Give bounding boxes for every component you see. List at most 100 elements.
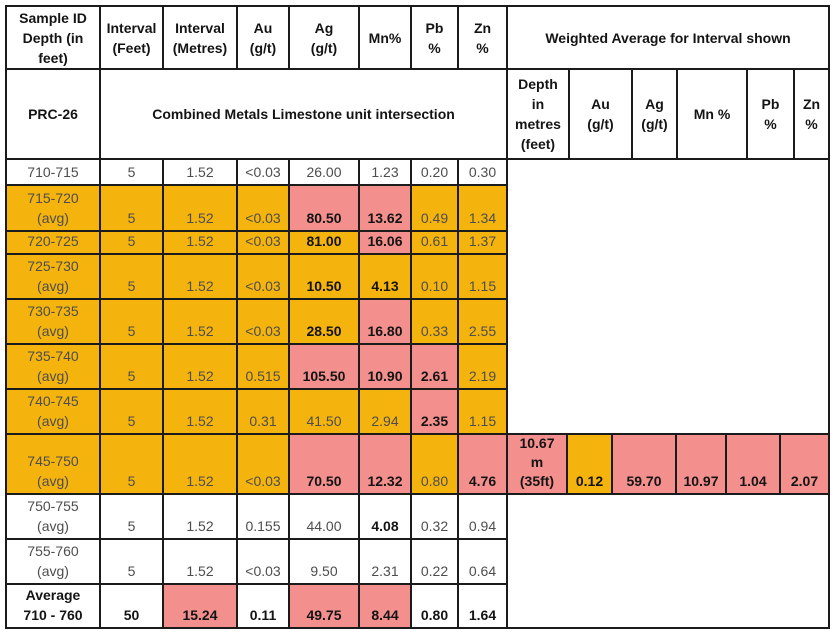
- data-cell: 5: [101, 160, 164, 186]
- data-cell: 5: [101, 232, 164, 255]
- data-cell: 1.52: [164, 495, 238, 540]
- table-row: 715-720 (avg) 5 1.52 <0.03 80.50 13.62 0.49 1.3…: [7, 186, 508, 232]
- column-header-cell: Interval (Feet): [101, 7, 164, 70]
- data-cell: 2.55: [459, 300, 508, 345]
- empty-region-top: [508, 160, 828, 186]
- weighted-header-cell: Au (g/t): [570, 70, 633, 160]
- row-label-cell: 720-725: [7, 232, 101, 255]
- data-cell: 80.50: [290, 186, 360, 232]
- row-label-cell: 725-730 (avg): [7, 255, 101, 300]
- table-row: 725-730 (avg) 5 1.52 <0.03 10.50 4.13 0.10 1.15: [7, 255, 508, 300]
- data-cell: 0.32: [412, 495, 459, 540]
- data-cell: 2.31: [360, 540, 412, 585]
- table-row: 745-750 (avg) 5 1.52 <0.03 70.50 12.32 0.80 4.7…: [7, 435, 508, 495]
- data-cell: <0.03: [238, 435, 290, 495]
- data-cell: 2.94: [360, 390, 412, 435]
- data-cell: 5: [101, 255, 164, 300]
- data-cell: 4.13: [360, 255, 412, 300]
- column-header-cell: Interval (Metres): [164, 7, 238, 70]
- row-label-cell: Average 710 - 760: [7, 585, 101, 627]
- data-cell: 1.64: [459, 585, 508, 627]
- column-header-cell: Mn%: [360, 7, 412, 70]
- empty-region-bottom: [508, 495, 828, 627]
- column-header-cell: Au (g/t): [238, 7, 290, 70]
- data-cell: 0.61: [412, 232, 459, 255]
- data-cell: 2.35: [412, 390, 459, 435]
- sample-id-cell: PRC-26: [7, 70, 101, 160]
- data-cell: 1.15: [459, 255, 508, 300]
- weighted-header-cell: Zn %: [795, 70, 828, 160]
- weighted-header-cell: Pb %: [748, 70, 795, 160]
- data-cell: 0.49: [412, 186, 459, 232]
- column-header-cell: Zn %: [459, 7, 508, 70]
- weighted-value-cell: 2.07: [781, 435, 828, 495]
- column-header-cell: Sample ID Depth (in feet): [7, 7, 101, 70]
- data-cell: 16.80: [360, 300, 412, 345]
- weighted-average-header-row: Depth in metres (feet) Au (g/t) Ag (g/t) Mn…: [508, 70, 828, 160]
- data-cell: 5: [101, 495, 164, 540]
- weighted-value-cell: 0.12: [568, 435, 613, 495]
- weighted-value-cell: 10.67 m (35ft): [508, 435, 568, 495]
- data-cell: 105.50: [290, 345, 360, 390]
- weighted-value-cell: 59.70: [613, 435, 677, 495]
- data-cell: 0.80: [412, 585, 459, 627]
- data-cell: 1.15: [459, 390, 508, 435]
- data-cell: 1.37: [459, 232, 508, 255]
- data-cell: 41.50: [290, 390, 360, 435]
- data-cell: 0.22: [412, 540, 459, 585]
- data-cell: 44.00: [290, 495, 360, 540]
- data-cell: 0.80: [412, 435, 459, 495]
- data-cell: 49.75: [290, 585, 360, 627]
- data-cell: 81.00: [290, 232, 360, 255]
- data-cell: 5: [101, 540, 164, 585]
- data-cell: 0.64: [459, 540, 508, 585]
- sample-data-pane: Sample ID Depth (in feet) Interval (Feet)…: [7, 7, 508, 627]
- data-cell: 0.155: [238, 495, 290, 540]
- data-rows: 710-715 5 1.52 <0.03 26.00 1.23 0.20 0.30 715-72…: [7, 160, 508, 627]
- data-cell: 5: [101, 186, 164, 232]
- data-cell: 9.50: [290, 540, 360, 585]
- weighted-header-cell: Mn %: [678, 70, 748, 160]
- data-cell: 1.52: [164, 390, 238, 435]
- table-row: 750-755 (avg) 5 1.52 0.155 44.00 4.08 0.32 0.94: [7, 495, 508, 540]
- data-cell: 0.20: [412, 160, 459, 186]
- table-row: 710-715 5 1.52 <0.03 26.00 1.23 0.20 0.30: [7, 160, 508, 186]
- row-label-cell: 740-745 (avg): [7, 390, 101, 435]
- data-cell: 28.50: [290, 300, 360, 345]
- data-cell: 4.08: [360, 495, 412, 540]
- data-cell: 1.34: [459, 186, 508, 232]
- data-cell: 1.52: [164, 232, 238, 255]
- data-cell: 10.50: [290, 255, 360, 300]
- row-label-cell: 745-750 (avg): [7, 435, 101, 495]
- data-cell: 0.33: [412, 300, 459, 345]
- data-cell: 70.50: [290, 435, 360, 495]
- row-label-cell: 715-720 (avg): [7, 186, 101, 232]
- data-cell: 13.62: [360, 186, 412, 232]
- data-cell: 1.52: [164, 540, 238, 585]
- data-cell: 2.61: [412, 345, 459, 390]
- data-cell: 5: [101, 435, 164, 495]
- data-cell: 0.515: [238, 345, 290, 390]
- weighted-value-cell: 10.97: [677, 435, 727, 495]
- table-row: 740-745 (avg) 5 1.52 0.31 41.50 2.94 2.35 1.15: [7, 390, 508, 435]
- weighted-average-value-row: 10.67 m (35ft) 0.12 59.70 10.97 1.04 2.07: [508, 435, 828, 495]
- data-cell: 2.19: [459, 345, 508, 390]
- data-cell: 10.90: [360, 345, 412, 390]
- data-cell: 1.52: [164, 345, 238, 390]
- row-label-cell: 730-735 (avg): [7, 300, 101, 345]
- data-cell: 0.31: [238, 390, 290, 435]
- data-cell: <0.03: [238, 232, 290, 255]
- row-label-cell: 710-715: [7, 160, 101, 186]
- column-header-cell: Pb %: [412, 7, 459, 70]
- data-cell: 1.23: [360, 160, 412, 186]
- data-cell: 1.52: [164, 186, 238, 232]
- data-cell: 1.52: [164, 300, 238, 345]
- table-row: 755-760 (avg) 5 1.52 <0.03 9.50 2.31 0.22 0.64: [7, 540, 508, 585]
- data-cell: 8.44: [360, 585, 412, 627]
- data-cell: <0.03: [238, 255, 290, 300]
- weighted-average-title: Weighted Average for Interval shown: [508, 7, 828, 70]
- weighted-header-cell: Ag (g/t): [633, 70, 678, 160]
- weighted-value-cell: 1.04: [727, 435, 781, 495]
- data-cell: 5: [101, 345, 164, 390]
- data-cell: <0.03: [238, 300, 290, 345]
